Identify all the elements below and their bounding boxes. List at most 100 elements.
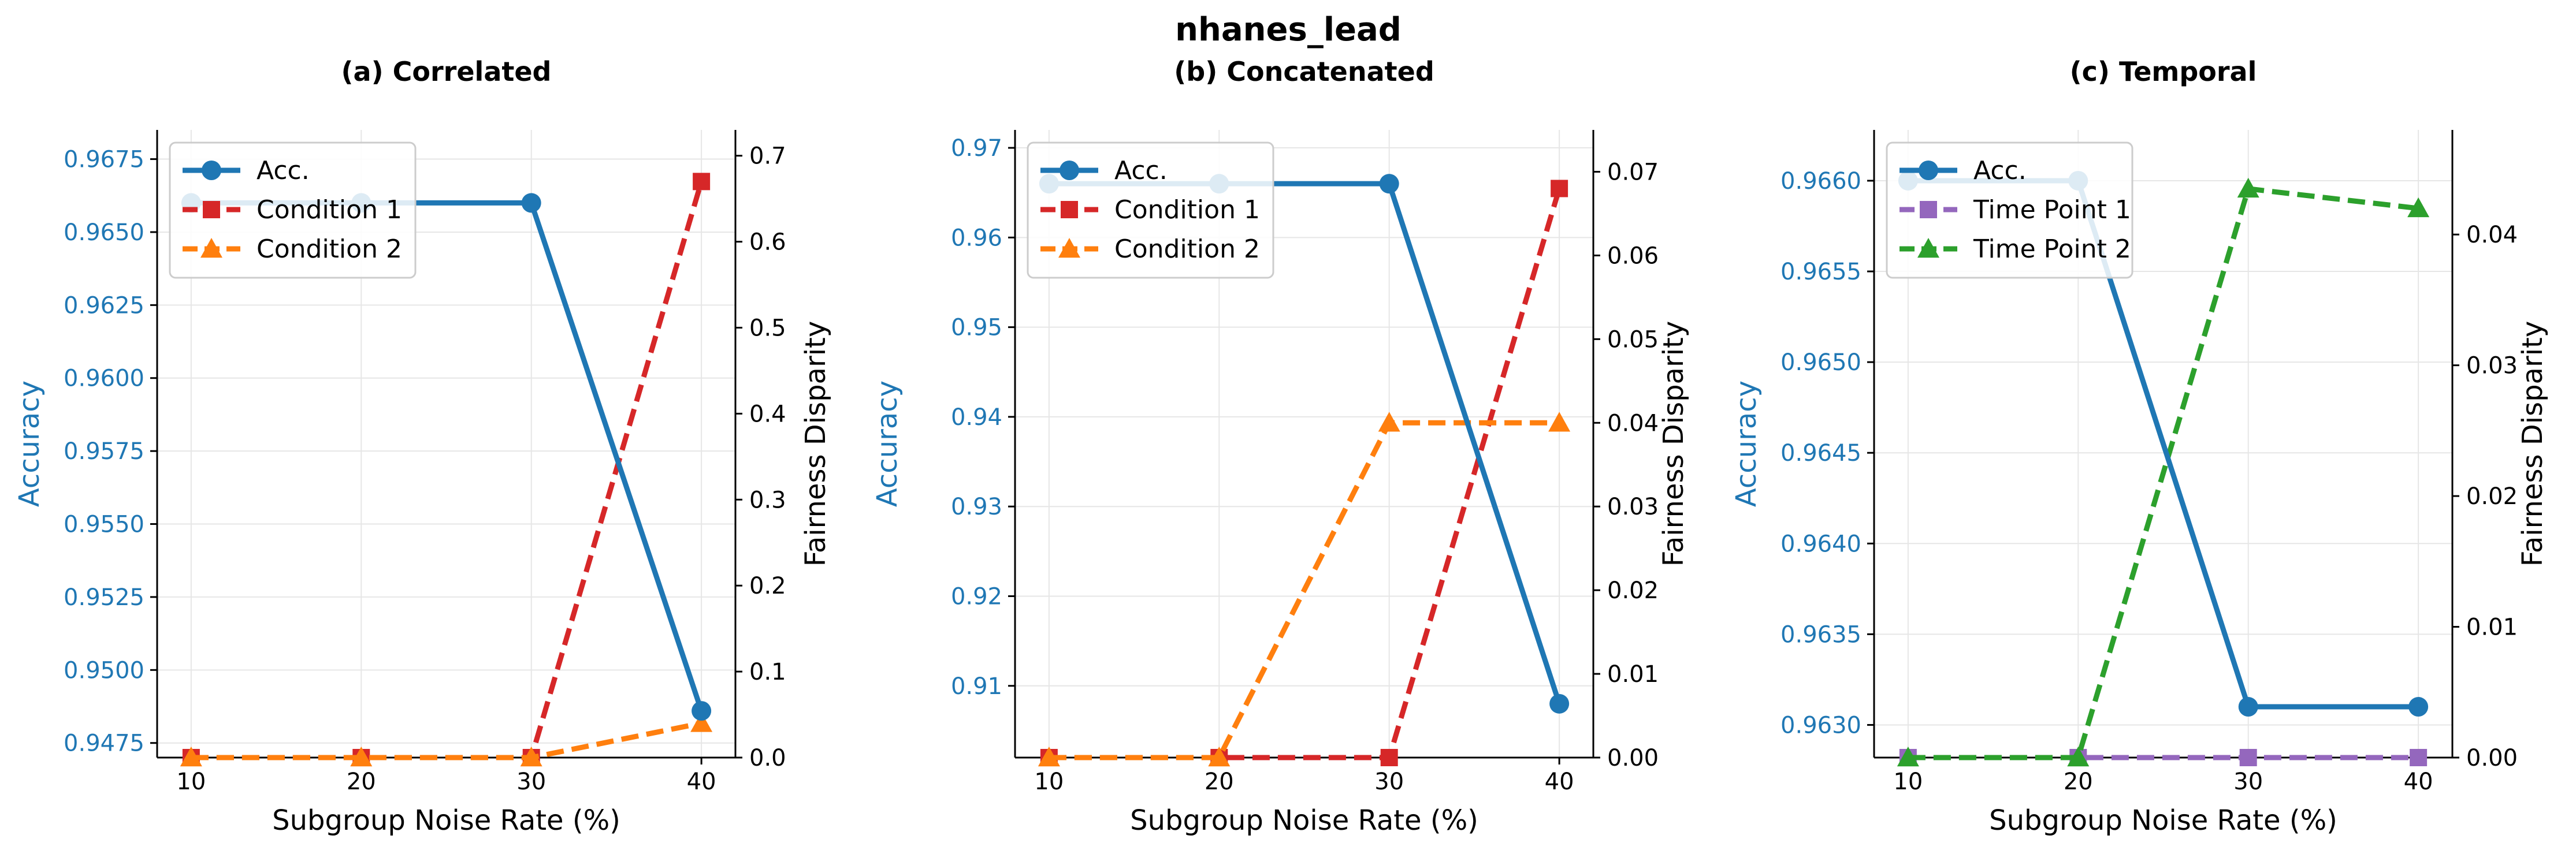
legend-marker xyxy=(200,238,222,258)
left-y-tick-label: 0.9640 xyxy=(1780,531,1861,557)
left-y-tick-label: 0.9600 xyxy=(64,366,144,392)
legend-box xyxy=(1886,141,2133,279)
legend-marker xyxy=(1058,238,1080,258)
left-y-tick-label: 0.9660 xyxy=(1780,168,1861,195)
left-y-tick-label: 0.9650 xyxy=(1780,349,1861,376)
left-y-tick-label: 0.9645 xyxy=(1780,440,1861,467)
right-y-tick-label: 0.3 xyxy=(749,487,786,513)
data-point xyxy=(692,701,712,721)
left-y-tick-label: 0.9500 xyxy=(64,657,144,684)
right-y-tick-label: 0.02 xyxy=(1607,577,1659,604)
right-y-tick-label: 0.7 xyxy=(749,143,786,170)
series-line xyxy=(191,200,704,712)
legend-marker xyxy=(1060,161,1079,180)
legend-marker xyxy=(1919,161,1938,180)
legend-label: Condition 2 xyxy=(257,234,402,264)
left-y-tick-label: 0.9635 xyxy=(1780,621,1861,648)
right-y-axis-label: Fairness Disparity xyxy=(800,321,832,567)
left-y-axis-label: Accuracy xyxy=(13,381,46,507)
right-y-tick-label: 0.00 xyxy=(1607,745,1659,771)
x-tick-label: 10 xyxy=(176,769,206,795)
data-point xyxy=(1551,180,1568,197)
legend-label: Acc. xyxy=(1114,156,1168,185)
x-tick-label: 10 xyxy=(1034,769,1064,795)
right-y-tick-label: 0.03 xyxy=(1607,494,1659,520)
data-point xyxy=(1038,747,1060,767)
right-y-tick-label: 0.01 xyxy=(2466,614,2518,641)
right-y-axis-label: Fairness Disparity xyxy=(2516,321,2549,567)
data-point xyxy=(520,747,542,767)
x-tick-label: 30 xyxy=(2233,769,2263,795)
panel-title: (c) Temporal xyxy=(2070,56,2257,87)
left-y-tick-label: 0.9575 xyxy=(64,438,144,465)
legend-marker xyxy=(202,161,221,180)
legend-label: Condition 2 xyxy=(1114,234,1260,264)
left-y-tick-label: 0.9625 xyxy=(64,292,144,319)
legend-label: Condition 1 xyxy=(1114,195,1260,225)
data-point xyxy=(2237,177,2259,198)
x-tick-label: 20 xyxy=(2064,769,2093,795)
left-y-tick-label: 0.9475 xyxy=(64,730,144,757)
data-point xyxy=(2408,697,2429,717)
chart-panel-3: (c) Temporal 10 20 30 40 Subgroup Noise Rate … xyxy=(1730,56,2549,837)
legend-box xyxy=(1027,141,1274,279)
x-axis-label: Subgroup Noise Rate (%) xyxy=(1130,804,1478,837)
x-tick-label: 40 xyxy=(2404,769,2433,795)
left-y-tick-label: 0.9630 xyxy=(1780,712,1861,739)
legend-marker xyxy=(1920,201,1937,218)
data-point xyxy=(1380,749,1398,766)
data-point xyxy=(1548,412,1571,432)
legend-marker xyxy=(203,201,220,218)
data-point xyxy=(2067,747,2090,767)
data-point xyxy=(1897,747,1919,767)
left-y-tick-label: 0.9655 xyxy=(1780,259,1861,285)
left-y-tick-label: 0.91 xyxy=(951,673,1002,700)
x-tick-label: 20 xyxy=(1205,769,1234,795)
figure-title: nhanes_lead xyxy=(1175,11,1402,49)
chart-panel-2: (b) Concatenated 10 20 30 40 Subgroup Noise R… xyxy=(871,56,1690,837)
legend-label: Time Point 2 xyxy=(1973,234,2131,264)
right-y-axis-label: Fairness Disparity xyxy=(1657,321,1690,567)
series-line xyxy=(191,721,702,760)
data-point xyxy=(1379,174,1399,194)
left-y-tick-label: 0.94 xyxy=(951,404,1002,431)
x-tick-label: 40 xyxy=(1545,769,1574,795)
panel-title: (b) Concatenated xyxy=(1174,56,1434,87)
left-y-tick-label: 0.92 xyxy=(951,583,1002,610)
right-y-tick-label: 0.4 xyxy=(749,401,786,427)
legend-marker xyxy=(1061,201,1078,218)
x-tick-label: 30 xyxy=(516,769,546,795)
left-y-tick-label: 0.95 xyxy=(951,315,1002,341)
right-y-tick-label: 0.03 xyxy=(2466,353,2518,379)
right-y-tick-label: 0.0 xyxy=(749,745,786,771)
left-y-axis-label: Accuracy xyxy=(1730,381,1763,507)
right-y-tick-label: 0.5 xyxy=(749,315,786,341)
series-line xyxy=(1049,420,1560,760)
right-y-tick-label: 0.02 xyxy=(2466,483,2518,510)
right-y-tick-label: 0.1 xyxy=(749,659,786,685)
grid xyxy=(1015,130,1593,758)
right-y-tick-label: 0.07 xyxy=(1607,159,1659,185)
right-y-tick-label: 0.04 xyxy=(1607,410,1659,437)
left-y-tick-label: 0.9525 xyxy=(64,584,144,611)
left-y-tick-label: 0.96 xyxy=(951,225,1002,251)
right-y-tick-label: 0.00 xyxy=(2466,745,2518,771)
right-y-tick-label: 0.05 xyxy=(1607,326,1659,353)
legend: Acc. Condition 1 Condition 2 xyxy=(169,141,417,279)
right-y-tick-label: 0.6 xyxy=(749,229,786,256)
legend-label: Time Point 1 xyxy=(1973,195,2131,225)
series-right-2 xyxy=(1897,177,2430,767)
legend: Acc. Condition 1 Condition 2 xyxy=(1027,141,1274,279)
right-y-tick-label: 0.01 xyxy=(1607,661,1659,688)
left-y-tick-label: 0.9550 xyxy=(64,512,144,538)
data-point xyxy=(180,747,202,767)
x-axis-label: Subgroup Noise Rate (%) xyxy=(1989,804,2337,837)
x-tick-label: 30 xyxy=(1374,769,1404,795)
data-point xyxy=(350,747,373,767)
right-y-tick-label: 0.04 xyxy=(2466,222,2518,248)
series-right-2 xyxy=(1038,412,1571,767)
chart-panel-1: (a) Correlated 10 20 30 40 Subgroup Noise Rat… xyxy=(13,56,832,837)
left-y-tick-label: 0.97 xyxy=(951,135,1002,162)
legend-box xyxy=(169,141,417,279)
x-tick-label: 40 xyxy=(687,769,716,795)
